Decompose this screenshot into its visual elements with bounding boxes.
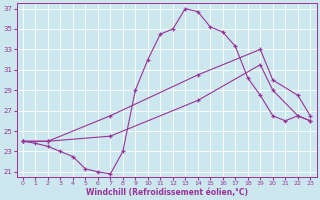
- X-axis label: Windchill (Refroidissement éolien,°C): Windchill (Refroidissement éolien,°C): [85, 188, 248, 197]
